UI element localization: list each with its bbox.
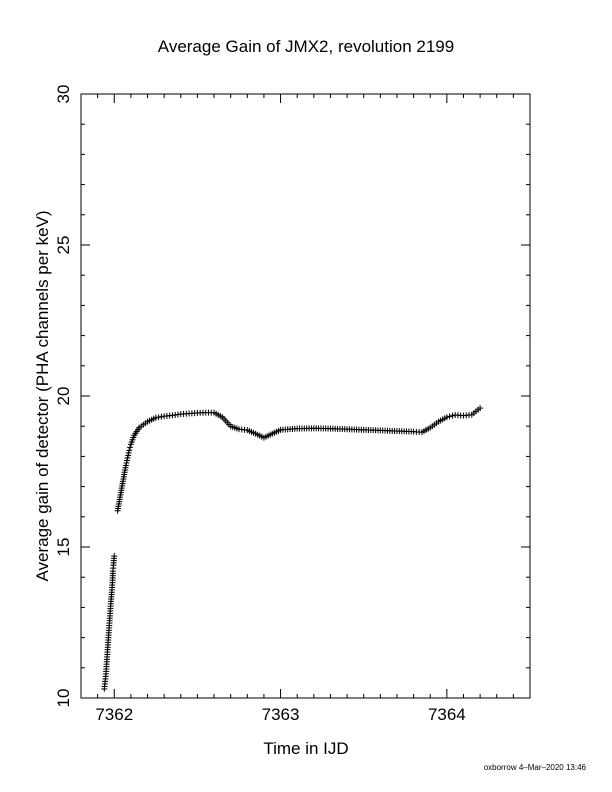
data-point (124, 454, 131, 461)
data-point (125, 449, 132, 456)
x-tick-label: 7363 (262, 705, 300, 724)
data-point (477, 405, 484, 412)
x-axis-ticks: 7362 7363 7364 (80, 94, 531, 724)
y-tick-label: 15 (54, 538, 73, 557)
y-axis-label: Average gain of detector (PHA channels p… (33, 210, 52, 581)
data-points (101, 405, 484, 692)
data-point (158, 413, 165, 420)
data-point (443, 414, 450, 421)
x-axis-label: Time in IJD (263, 739, 348, 758)
data-point (111, 553, 118, 560)
data-point (122, 462, 129, 469)
y-tick-label: 20 (54, 387, 73, 406)
y-axis-ticks: 10 15 20 25 30 (54, 85, 530, 708)
data-point (449, 412, 456, 419)
y-tick-label: 30 (54, 85, 73, 104)
data-point (125, 452, 132, 459)
x-tick-label: 7364 (428, 705, 466, 724)
data-point (152, 414, 159, 421)
x-tick-label: 7362 (95, 705, 133, 724)
data-point (126, 447, 133, 454)
data-point (155, 414, 162, 421)
plot-frame (80, 93, 531, 699)
data-point (127, 444, 134, 451)
y-tick-label: 10 (54, 689, 73, 708)
footer-stamp: oxborrow 4–Mar–2020 13:46 (484, 763, 587, 772)
data-point (124, 457, 131, 464)
chart-title: Average Gain of JMX2, revolution 2199 (158, 37, 454, 56)
y-tick-label: 25 (54, 236, 73, 255)
data-point (446, 413, 453, 420)
data-point (123, 459, 130, 466)
